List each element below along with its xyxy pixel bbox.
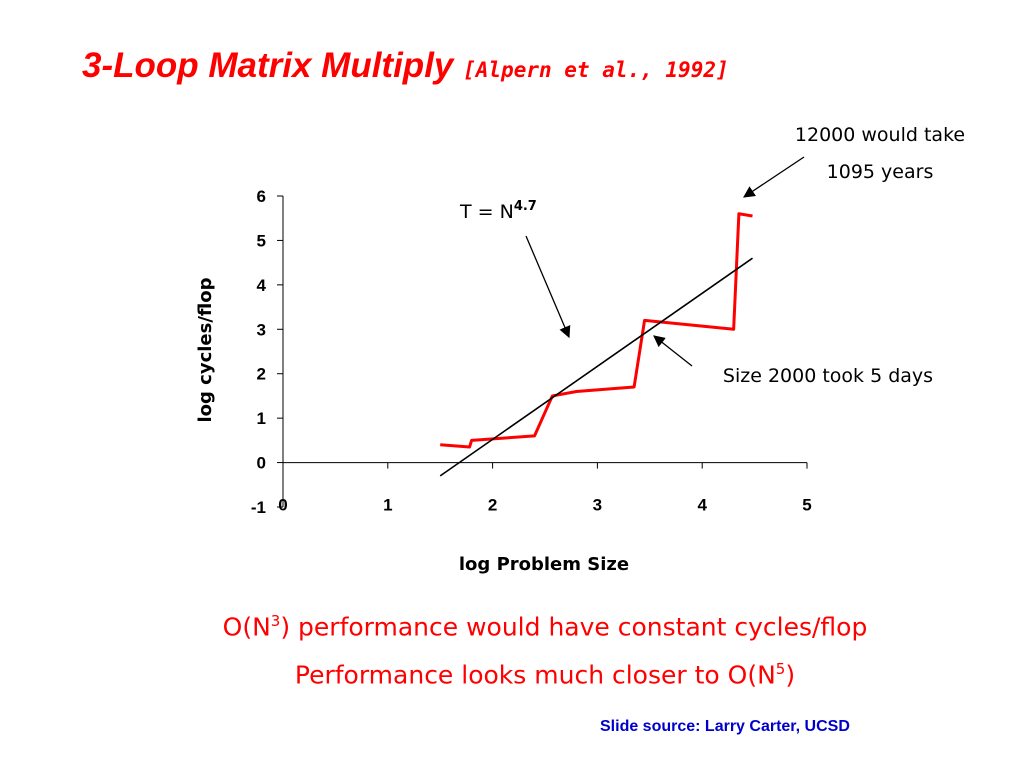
chart-axes xyxy=(277,195,808,508)
chart-series xyxy=(439,212,753,477)
series-line-1 xyxy=(439,257,753,477)
x-tick-label: 0 xyxy=(278,496,287,515)
y-tick-label: 1 xyxy=(257,409,266,428)
slide-title: 3-Loop Matrix Multiply [Alpern et al., 1… xyxy=(82,46,729,86)
x-tick-label: 5 xyxy=(802,496,811,515)
y-tick-label: -1 xyxy=(251,498,266,517)
y-tick-label: 4 xyxy=(257,276,267,295)
chart-tick-labels: -1 0 1 2 3 4 5 6 0 1 2 3 4 5 xyxy=(251,187,812,517)
y-tick-label: 5 xyxy=(257,231,266,250)
x-tick-label: 1 xyxy=(383,496,392,515)
annotation-top-line2: 1095 years xyxy=(827,161,934,183)
annotation-top-line1: 12000 would take xyxy=(795,124,965,146)
annotation-top-arrow xyxy=(743,156,805,198)
annotation-mid-arrow xyxy=(653,335,693,367)
x-tick-label: 4 xyxy=(697,496,707,515)
x-tick-label: 2 xyxy=(488,496,497,515)
title-main: 3-Loop Matrix Multiply xyxy=(82,46,454,85)
performance-note-1: O(N3) performance would have constant cy… xyxy=(222,612,868,642)
performance-note-2: Performance looks much closer to O(N5) xyxy=(294,660,796,690)
x-axis-title: log Problem Size xyxy=(459,554,629,575)
annotation-mid: Size 2000 took 5 days xyxy=(723,365,933,387)
y-tick-label: 6 xyxy=(257,187,266,206)
fit-label: T = N4.7 xyxy=(459,199,537,223)
y-tick-label: 3 xyxy=(257,320,266,339)
fit-label-arrow xyxy=(525,235,571,339)
y-tick-label: 2 xyxy=(257,365,266,384)
y-axis-title: log cycles/flop xyxy=(195,277,216,422)
y-tick-label: 0 xyxy=(257,454,266,473)
series-line-0 xyxy=(440,212,753,449)
slide-source: Slide source: Larry Carter, UCSD xyxy=(600,718,850,735)
title-citation: [Alpern et al., 1992] xyxy=(463,58,729,82)
x-tick-label: 3 xyxy=(593,496,602,515)
chart: -1 0 1 2 3 4 5 6 0 1 2 3 4 5 log Problem Size log cyc… xyxy=(195,124,965,575)
